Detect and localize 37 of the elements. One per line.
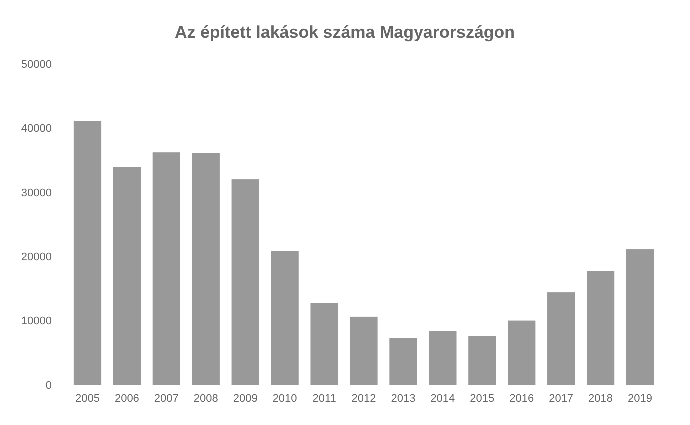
bar	[429, 331, 457, 385]
bar	[192, 153, 220, 385]
bar	[626, 250, 654, 385]
y-tick-label: 0	[46, 380, 52, 392]
x-tick-label: 2018	[588, 393, 614, 405]
bar	[548, 292, 576, 385]
bar	[232, 180, 260, 385]
x-tick-label: 2008	[194, 393, 218, 405]
y-tick-label: 20000	[21, 251, 52, 264]
x-tick-label: 2016	[510, 393, 534, 405]
y-tick-label: 40000	[21, 123, 52, 136]
bar	[113, 167, 142, 385]
y-tick-label: 50000	[21, 58, 52, 71]
x-tick-label: 2006	[114, 393, 140, 405]
x-tick-label: 2005	[75, 393, 100, 405]
bar	[74, 121, 102, 385]
x-tick-label: 2013	[391, 393, 416, 405]
x-tick-label: 2017	[549, 393, 574, 405]
bar	[271, 251, 299, 385]
x-tick-label: 2010	[272, 393, 298, 405]
bar	[310, 303, 338, 385]
x-tick-label: 2015	[470, 393, 495, 405]
x-tick-label: 2012	[352, 393, 376, 405]
bar	[350, 316, 378, 385]
x-tick-label: 2009	[233, 393, 258, 405]
x-tick-label: 2019	[628, 393, 653, 405]
x-tick-label: 2011	[312, 393, 336, 405]
bar	[152, 152, 180, 385]
y-tick-label: 10000	[21, 316, 52, 328]
bar	[508, 320, 536, 385]
bar	[468, 336, 496, 385]
x-tick-label: 2007	[154, 393, 179, 405]
bar	[390, 338, 418, 385]
chart-title: Az épített lakások száma Magyarországon	[174, 23, 516, 42]
x-tick-label: 2014	[430, 393, 456, 405]
bar	[586, 271, 615, 385]
y-tick-label: 30000	[21, 187, 52, 200]
